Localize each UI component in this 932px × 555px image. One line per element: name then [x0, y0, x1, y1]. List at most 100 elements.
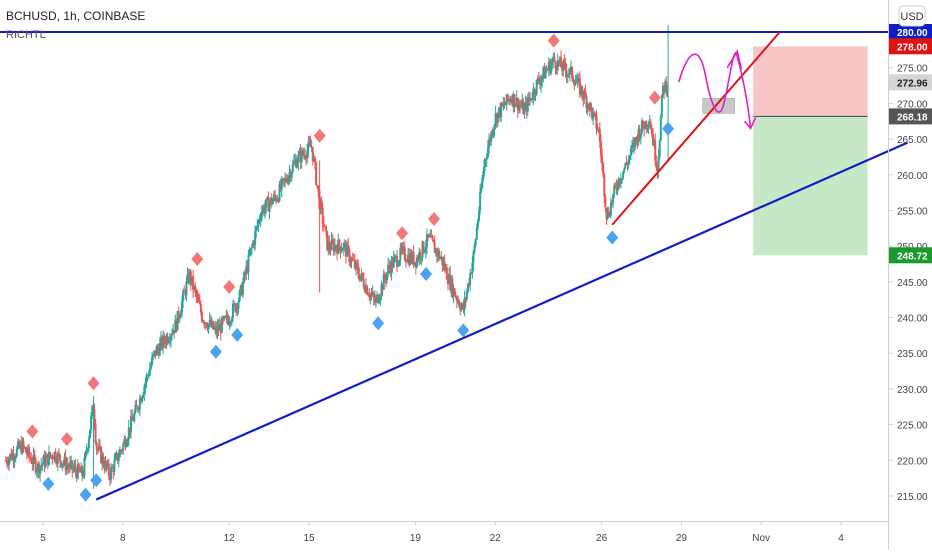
candle-body — [614, 185, 617, 187]
candle-body — [511, 99, 514, 106]
candle-body — [138, 398, 141, 410]
currency-button-label[interactable]: USD — [900, 11, 923, 23]
candle-body — [453, 288, 456, 297]
sell-signal-marker — [648, 90, 661, 105]
candle-body — [429, 234, 432, 238]
sell-signal-marker — [396, 226, 409, 241]
candle-body — [396, 256, 399, 267]
candle-body — [376, 294, 379, 299]
arrow-head — [726, 49, 743, 70]
candle-body — [360, 273, 363, 277]
candle-body — [133, 413, 136, 422]
candle-body — [231, 303, 234, 319]
candle-body — [602, 163, 605, 175]
candle-body — [8, 458, 11, 465]
candle-body — [383, 274, 386, 279]
candle-body — [281, 178, 284, 180]
support-trendline — [95, 141, 908, 501]
candle-body — [552, 56, 555, 62]
candle-body — [69, 463, 72, 469]
candle-body — [468, 283, 471, 285]
candle-body — [370, 293, 373, 295]
candle-body — [101, 455, 104, 464]
currency-button-frame[interactable] — [898, 5, 926, 27]
candle-body — [568, 68, 571, 75]
candle-body — [26, 447, 29, 455]
candle-body — [380, 284, 383, 297]
candle-body — [401, 246, 404, 251]
arrow-head — [743, 117, 757, 130]
candle-body — [301, 150, 304, 155]
candle-body — [420, 257, 423, 259]
currency-button[interactable]: USD — [898, 5, 926, 27]
sell-signal-marker — [60, 432, 73, 447]
candle-body — [513, 94, 516, 107]
y-tick-label: 265.00 — [897, 135, 928, 146]
candle-body — [123, 439, 126, 444]
candle-body — [237, 301, 240, 309]
candle-body — [446, 279, 449, 284]
candle-body — [210, 321, 213, 327]
candle-body — [157, 349, 160, 356]
candle-body — [187, 274, 190, 283]
candle-body — [434, 249, 437, 253]
candle-body — [55, 461, 58, 464]
candle-body — [637, 128, 640, 143]
candle-body — [343, 243, 346, 245]
candle-body — [268, 203, 271, 212]
buy-signal-marker — [662, 121, 675, 136]
candle-body — [317, 185, 320, 191]
candle-body — [321, 207, 324, 224]
candle-body — [167, 340, 170, 343]
candle-body — [414, 261, 417, 267]
candle-body — [83, 457, 86, 476]
candle-body — [402, 246, 405, 248]
candle-body — [195, 290, 198, 297]
candle-body — [458, 301, 461, 307]
candle-body — [135, 405, 138, 407]
x-tick-label: 8 — [120, 533, 126, 544]
candle-body — [141, 397, 144, 402]
candle-body — [248, 254, 251, 256]
candle-body — [204, 322, 207, 325]
candle-body — [116, 453, 119, 462]
candle-body — [110, 467, 113, 480]
candle-body — [373, 297, 376, 303]
candle-body — [93, 409, 96, 424]
candle-body — [172, 330, 175, 335]
candle-body — [239, 285, 242, 291]
candle-body — [117, 457, 120, 462]
x-tick-label: 12 — [224, 533, 236, 544]
rising-trendline — [611, 31, 781, 226]
candle-body — [325, 226, 328, 231]
candle-body — [629, 148, 632, 156]
candle-body — [305, 157, 308, 159]
candle-body — [417, 257, 420, 261]
candle-body — [151, 356, 154, 365]
candle-body — [295, 159, 298, 168]
candle-body — [423, 250, 426, 253]
candle-body — [638, 128, 641, 139]
candle-body — [645, 121, 648, 128]
candle-body — [534, 93, 537, 95]
candle-body — [336, 248, 339, 254]
candle-body — [144, 382, 147, 387]
candle-body — [184, 291, 187, 296]
candle-body — [308, 142, 311, 144]
candle-body — [478, 210, 481, 221]
candle-body — [607, 212, 610, 217]
buy-signal-marker — [209, 344, 222, 359]
candle-body — [300, 150, 303, 163]
candle-body — [197, 297, 200, 302]
candle-body — [198, 301, 201, 304]
candle-body — [161, 337, 164, 348]
candle-body — [86, 448, 89, 451]
candle-body — [474, 239, 477, 246]
candle-body — [466, 283, 469, 292]
candle-body — [194, 286, 197, 291]
candle-body — [497, 107, 500, 113]
candle-body — [480, 188, 483, 192]
candle-body — [290, 172, 293, 178]
candle-body — [106, 463, 109, 468]
